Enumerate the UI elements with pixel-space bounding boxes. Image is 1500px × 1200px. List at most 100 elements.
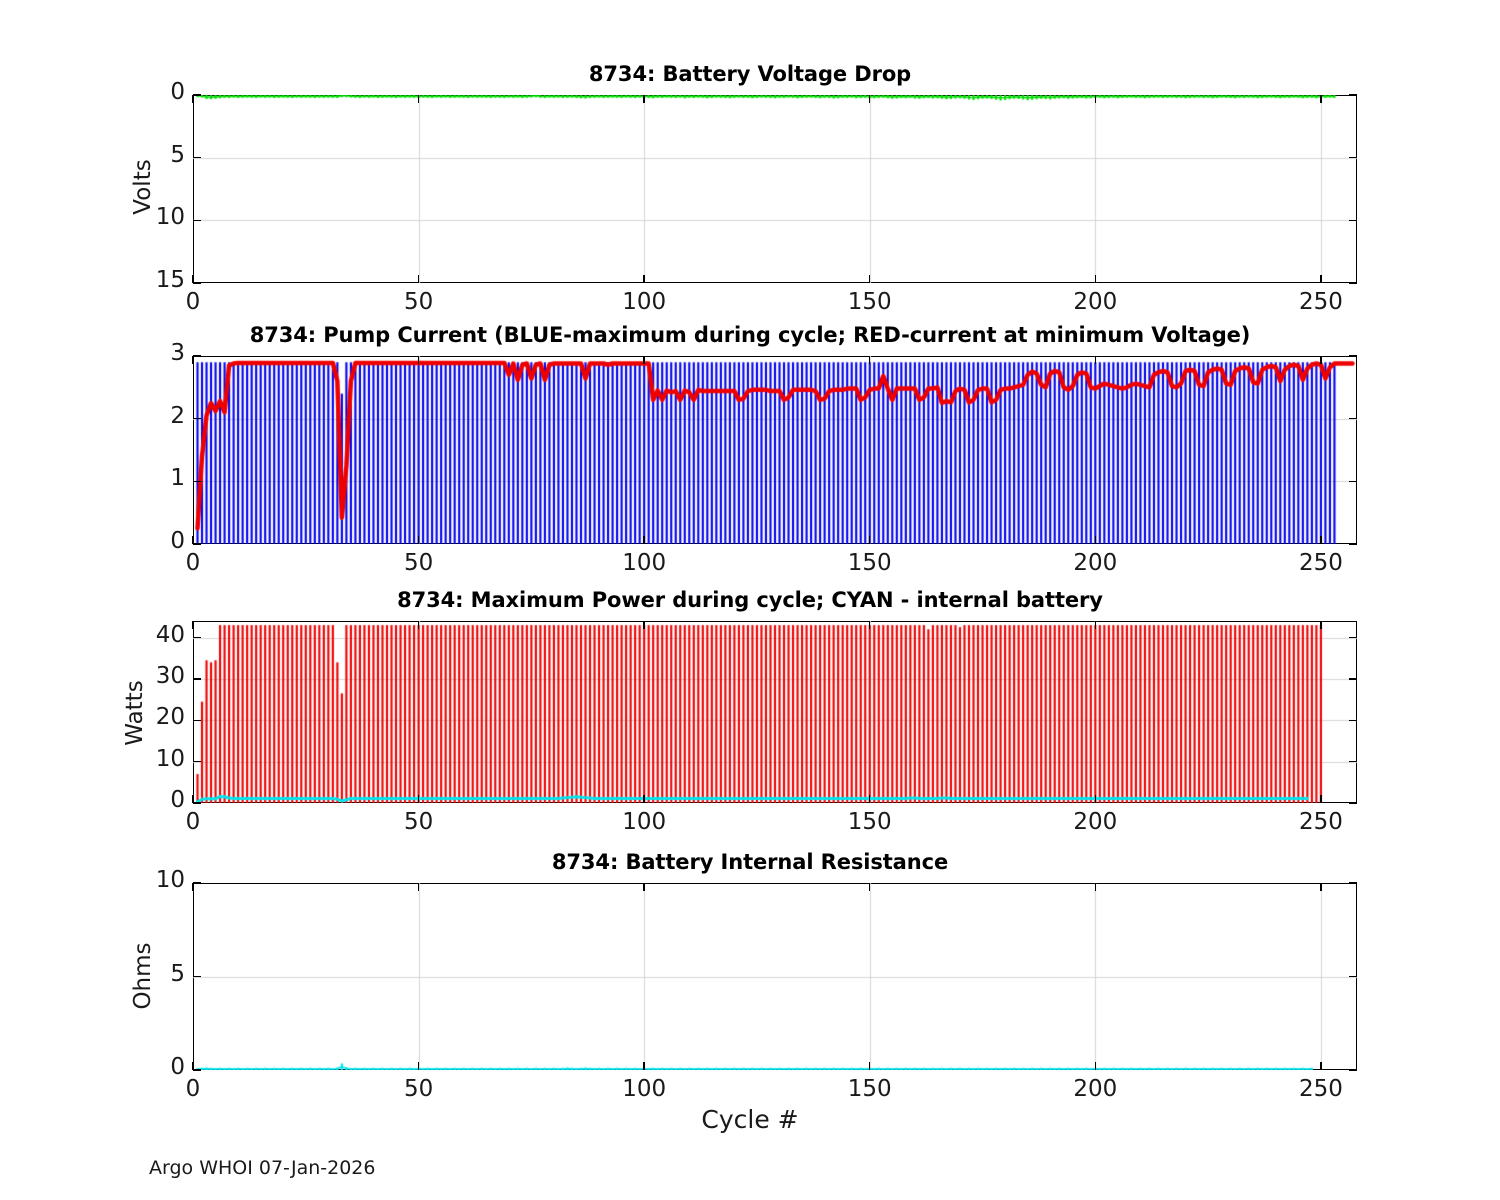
panel-2-x-tickmark bbox=[192, 356, 194, 364]
panel-2-y-tick-label: 2 bbox=[170, 402, 185, 429]
panel-1-plot-area bbox=[193, 95, 1357, 283]
panel-1-x-tickmark bbox=[643, 275, 645, 283]
panel-maximum-power bbox=[192, 621, 1357, 804]
x-axis-label: Cycle # bbox=[701, 1105, 799, 1134]
panel-3-x-tickmark bbox=[869, 621, 871, 629]
panel-2-x-tick-label: 100 bbox=[622, 550, 667, 576]
panel-2-y-tickmark bbox=[1349, 417, 1357, 420]
panel-2-x-tickmark bbox=[869, 536, 871, 544]
panel-3-x-tickmark bbox=[1320, 621, 1322, 629]
panel-3-y-tickmark bbox=[1349, 678, 1357, 680]
panel-1-x-tickmark bbox=[417, 95, 420, 103]
panel-2-y-tickmark bbox=[1349, 355, 1357, 357]
panel-1-y-tickmark bbox=[1349, 94, 1357, 96]
panel-2-y-tick-label: 0 bbox=[170, 528, 185, 554]
panel-3-y-tickmark bbox=[1349, 760, 1357, 763]
panel-2-x-tickmark bbox=[1320, 536, 1322, 544]
panel-3-x-tick-label: 0 bbox=[185, 809, 201, 835]
panel-2-x-tickmark bbox=[417, 356, 420, 364]
figure-footer: Argo WHOI 07-Jan-2026 bbox=[149, 1157, 376, 1179]
panel-1-x-tick-label: 250 bbox=[1298, 289, 1343, 315]
panel-3-y-tick-label: 10 bbox=[155, 745, 185, 772]
panel-1-title: 8734: Battery Voltage Drop bbox=[588, 62, 912, 86]
panel-1-y-tickmark bbox=[1349, 219, 1357, 222]
panel-1-x-tickmark bbox=[192, 275, 194, 283]
panel-3-y-tickmark bbox=[1349, 636, 1357, 639]
panel-2-y-tickmark bbox=[1349, 543, 1357, 545]
panel-1-x-tickmark bbox=[643, 95, 645, 103]
panel-1-x-tick-label: 150 bbox=[847, 289, 892, 315]
panel-1-x-tickmark bbox=[417, 275, 420, 283]
panel-4-title: 8734: Battery Internal Resistance bbox=[551, 850, 949, 874]
panel-2-x-tickmark bbox=[1094, 356, 1097, 364]
panel-4-x-tickmark bbox=[417, 883, 420, 891]
panel-4-y-tick-label: 0 bbox=[170, 1054, 185, 1080]
panel-1-x-tickmark bbox=[192, 95, 194, 103]
panel-2-x-tickmark bbox=[417, 536, 420, 544]
panel-1-y-tickmark bbox=[193, 219, 201, 222]
panel-1-y-tickmark bbox=[1349, 156, 1357, 159]
panel-2-x-tick-label: 0 bbox=[185, 550, 201, 576]
panel-4-x-tick-label: 50 bbox=[403, 1076, 434, 1102]
panel-4-plot-area bbox=[193, 883, 1357, 1070]
panel-3-title: 8734: Maximum Power during cycle; CYAN -… bbox=[397, 588, 1103, 612]
panel-2-x-tick-label: 150 bbox=[847, 550, 892, 576]
panel-1-y-tickmark bbox=[193, 282, 201, 284]
panel-4-x-tick-label: 200 bbox=[1073, 1076, 1118, 1102]
panel-2-x-tick-label: 200 bbox=[1073, 550, 1118, 576]
panel-3-x-tickmark bbox=[643, 795, 645, 803]
panel-1-x-tickmark bbox=[1320, 95, 1322, 103]
panel-4-y-tickmark bbox=[193, 975, 201, 978]
panel-2-x-tickmark bbox=[1320, 356, 1322, 364]
panel-1-x-tickmark bbox=[869, 95, 871, 103]
panel-4-x-tickmark bbox=[1320, 883, 1322, 891]
panel-2-x-tick-label: 250 bbox=[1298, 550, 1343, 576]
panel-battery-voltage-drop bbox=[192, 94, 1357, 284]
panel-3-x-tickmark bbox=[1094, 795, 1097, 803]
panel-battery-internal-resistance bbox=[192, 882, 1357, 1071]
panel-2-y-tick-label: 3 bbox=[170, 340, 185, 366]
panel-4-x-tickmark bbox=[869, 883, 871, 891]
panel-4-x-tickmark bbox=[192, 1062, 194, 1070]
panel-2-x-tickmark bbox=[643, 356, 645, 364]
panel-4-x-tickmark bbox=[869, 1062, 871, 1070]
panel-1-x-tick-label: 200 bbox=[1073, 289, 1118, 315]
panel-1-x-tick-label: 50 bbox=[403, 289, 434, 315]
panel-1-y-tick-label: 15 bbox=[155, 267, 185, 293]
panel-3-plot-area bbox=[193, 621, 1357, 803]
panel-4-y-tickmark bbox=[193, 1069, 201, 1071]
panel-4-x-tick-label: 150 bbox=[847, 1076, 892, 1102]
panel-2-y-tickmark bbox=[193, 355, 201, 357]
panel-4-x-tickmark bbox=[192, 883, 194, 891]
panel-3-x-tickmark bbox=[192, 621, 194, 629]
panel-3-x-tickmark bbox=[869, 795, 871, 803]
panel-2-title: 8734: Pump Current (BLUE-maximum during … bbox=[249, 323, 1251, 347]
panel-3-y-tickmark bbox=[193, 636, 201, 639]
panel-4-y-tickmark bbox=[1349, 1069, 1357, 1071]
panel-4-x-tick-label: 0 bbox=[185, 1076, 201, 1102]
panel-4-x-tickmark bbox=[417, 1062, 420, 1070]
panel-3-y-tickmark bbox=[1349, 719, 1357, 721]
panel-1-x-tickmark bbox=[869, 275, 871, 283]
panel-1-x-tick-label: 0 bbox=[185, 289, 201, 315]
panel-3-x-tickmark bbox=[643, 621, 645, 629]
panel-3-x-tick-label: 150 bbox=[847, 809, 892, 835]
panel-4-y-tick-label: 10 bbox=[155, 867, 185, 893]
panel-2-y-tickmark bbox=[1349, 480, 1357, 483]
panel-1-y-tickmark bbox=[193, 94, 201, 96]
panel-1-y-tickmark bbox=[193, 156, 201, 159]
panel-3-x-tick-label: 50 bbox=[403, 809, 434, 835]
panel-1-x-tick-label: 100 bbox=[622, 289, 667, 315]
panel-pump-current bbox=[192, 355, 1357, 545]
panel-3-x-tick-label: 250 bbox=[1298, 809, 1343, 835]
panel-2-plot-area bbox=[193, 356, 1357, 544]
panel-3-x-tick-label: 200 bbox=[1073, 809, 1118, 835]
panel-3-x-tickmark bbox=[417, 621, 420, 629]
panel-4-x-tickmark bbox=[643, 1062, 645, 1070]
panel-3-y-tickmark bbox=[193, 760, 201, 763]
panel-3-x-tick-label: 100 bbox=[622, 809, 667, 835]
panel-2-x-tick-label: 50 bbox=[403, 550, 434, 576]
panel-4-x-tickmark bbox=[643, 883, 645, 891]
panel-3-x-tickmark bbox=[1094, 621, 1097, 629]
